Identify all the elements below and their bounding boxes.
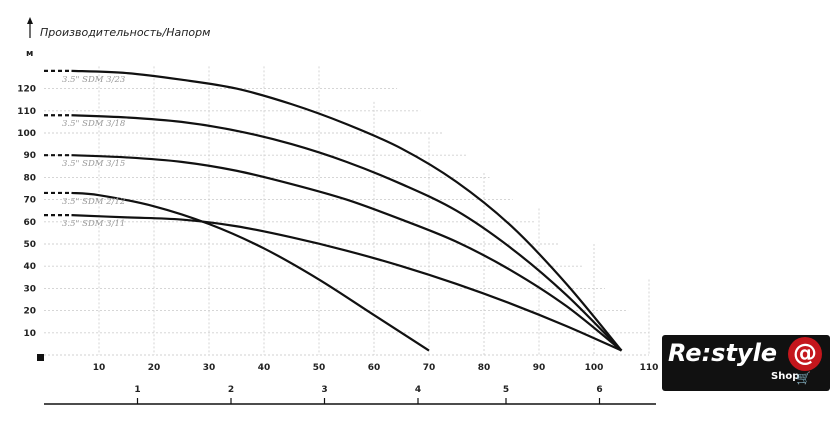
x-tick-label: 80 [478,363,491,373]
series [44,69,623,352]
y-axis-unit: м [26,49,33,59]
secondary-x-tick-label: 4 [415,385,421,395]
secondary-x-tick-label: 5 [503,385,509,395]
y-tick-label: 120 [17,85,36,95]
x-tick-labels: 10 20 30 40 50 60 70 80 90 100 110 [93,363,659,373]
secondary-x-tick-label: 3 [321,385,327,395]
series-line [71,114,623,352]
x-tick-label: 90 [533,363,546,373]
chart-title: Производительность/Напорм [40,26,210,39]
origin-marker [37,354,44,361]
y-tick-label: 60 [23,218,36,228]
x-tick-label: 70 [423,363,436,373]
secondary-x-tick-label: 1 [134,385,140,395]
series-line [71,154,623,352]
y-tick-labels: 10 20 30 40 50 60 70 80 90 100 110 120 [17,85,36,339]
y-tick-label: 40 [23,262,36,272]
y-tick-label: 100 [17,129,36,139]
restyle-shop-logo: Re:style @ Shop 🛒 [662,335,830,391]
x-tick-label: 110 [640,363,659,373]
y-tick-label: 50 [23,240,36,250]
cart-icon: 🛒 [796,371,811,385]
y-tick-label: 20 [23,307,36,317]
series-line [71,69,623,352]
y-axis-arrowhead [27,17,33,24]
y-tick-label: 80 [23,173,36,183]
secondary-x-tick-labels: 1 2 3 4 5 6 [134,385,603,404]
axes: Производительность/Напорм м [26,17,656,405]
x-tick-label: 20 [148,363,161,373]
series-label: 3.5" SDM 3/23 [62,75,125,85]
series-label: 3.5" SDM 3/15 [62,159,125,169]
y-tick-label: 70 [23,196,36,206]
logo-subtitle: Shop [771,371,800,382]
series-label: 3.5" SDM 3/18 [62,119,126,129]
secondary-x-tick-label: 6 [596,385,602,395]
y-tick-label: 90 [23,151,36,161]
x-tick-label: 40 [258,363,271,373]
series-line [71,214,622,352]
y-tick-label: 110 [17,107,36,117]
x-tick-label: 60 [368,363,381,373]
series-label: 3.5" SDM 3/11 [62,219,125,229]
series-line [71,191,430,352]
series-label: 3.5" SDM 2/12 [62,197,125,207]
x-tick-label: 10 [93,363,106,373]
x-tick-label: 30 [203,363,216,373]
series-labels: 3.5" SDM 3/23 3.5" SDM 3/18 3.5" SDM 3/15 3… [62,75,126,229]
x-tick-label: 100 [585,363,604,373]
x-tick-label: 50 [313,363,326,373]
y-tick-label: 10 [23,329,36,339]
y-tick-label: 30 [23,284,36,294]
grid [44,66,650,356]
at-sign-icon: @ [788,337,822,371]
logo-wordmark: Re:style [668,339,778,367]
secondary-x-tick-label: 2 [228,385,234,395]
